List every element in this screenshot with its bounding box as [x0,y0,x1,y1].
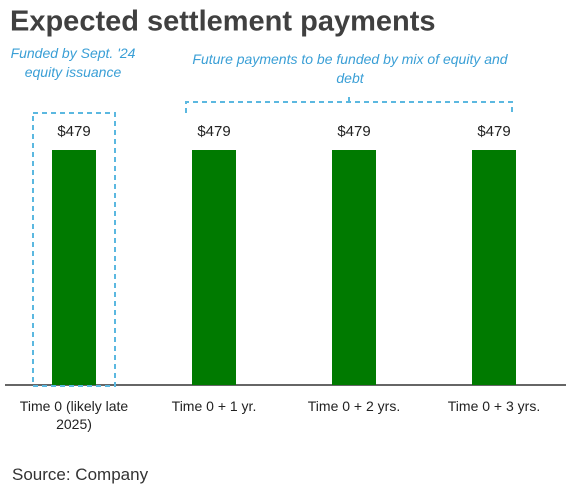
annotation: Future payments to be funded by mix of e… [192,51,508,86]
chart-title: Expected settlement payments [10,6,435,38]
bar [192,150,236,385]
bar [472,150,516,385]
source: Source: Company [12,465,149,484]
bar [332,150,376,385]
x-tick-label: Time 0 + 1 yr. [171,398,257,414]
x-tick-label: Time 0 + 3 yrs. [447,398,541,414]
future-bracket [185,94,513,113]
annotation: Funded by Sept. '24 equity issuance [10,45,136,80]
funded-box [32,112,116,387]
value-label: $479 [197,123,230,140]
value-label: $479 [477,123,510,140]
x-tick-label: Time 0 + 2 yrs. [307,398,401,414]
bar [52,150,96,385]
value-label: $479 [57,123,90,140]
x-tick-label: Time 0 (likely late 2025) [19,398,129,432]
value-label: $479 [337,123,370,140]
